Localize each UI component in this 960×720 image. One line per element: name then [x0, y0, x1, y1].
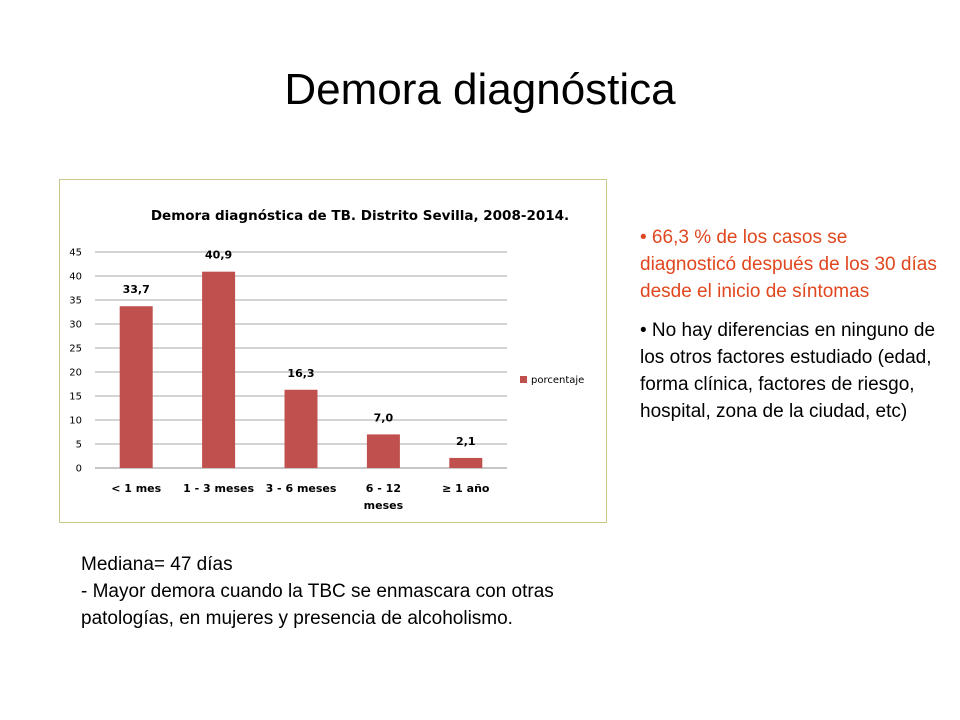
data-label: 7,0: [374, 411, 394, 424]
y-tick-label: 5: [76, 440, 82, 451]
data-label: 40,9: [205, 249, 232, 262]
y-tick-label: 30: [69, 320, 82, 331]
y-tick-label: 25: [69, 344, 82, 355]
x-tick-label: 6 - 12 meses: [364, 482, 404, 512]
bar: [366, 434, 400, 468]
y-tick-label: 10: [69, 416, 82, 427]
legend-label: porcentaje: [531, 375, 584, 386]
x-tick-label: ≥ 1 año: [442, 482, 490, 495]
y-tick-label: 20: [69, 368, 82, 379]
y-axis-ticks: 0 5 10 15 20 25 30 35 40 45: [69, 248, 82, 475]
y-tick-label: 45: [69, 248, 82, 259]
chart-bars: [119, 271, 483, 468]
bar: [449, 457, 483, 468]
legend-swatch: [520, 376, 527, 383]
chart-legend: porcentaje: [520, 375, 584, 386]
y-tick-label: 0: [76, 464, 82, 475]
y-tick-label: 15: [69, 392, 82, 403]
delay-note: - Mayor demora cuando la TBC se enmascar…: [81, 581, 554, 629]
data-label: 2,1: [456, 435, 476, 448]
data-label: 33,7: [123, 283, 150, 296]
x-tick-label: 3 - 6 meses: [266, 482, 337, 495]
data-label: 16,3: [287, 367, 314, 380]
chart-gridlines: [95, 251, 507, 469]
chart-frame: Demora diagnóstica de TB. Distrito Sevil…: [59, 179, 607, 523]
bar: [284, 389, 318, 468]
bar-chart: Demora diagnóstica de TB. Distrito Sevil…: [69, 208, 584, 512]
y-tick-label: 40: [69, 272, 82, 283]
chart-title: Demora diagnóstica de TB. Distrito Sevil…: [151, 208, 569, 224]
bullet-item-2: • No hay diferencias en ninguno de los o…: [640, 320, 936, 422]
notes-block: Mediana= 47 días - Mayor demora cuando l…: [81, 551, 601, 632]
bullet-list: • 66,3 % de los casos se diagnosticó des…: [640, 224, 940, 437]
x-tick-label: 1 - 3 meses: [183, 482, 254, 495]
x-tick-label: < 1 mes: [111, 482, 161, 495]
median-note: Mediana= 47 días: [81, 554, 233, 575]
x-axis-ticks: < 1 mes 1 - 3 meses 3 - 6 meses 6 - 12 meses…: [111, 482, 490, 512]
bar: [119, 306, 153, 468]
slide-title: Demora diagnóstica: [284, 65, 676, 114]
bar: [202, 271, 236, 468]
y-tick-label: 35: [69, 296, 82, 307]
data-labels: 33,7 40,9 16,3 7,0 2,1: [123, 249, 476, 448]
bullet-item-1: • 66,3 % de los casos se diagnosticó des…: [640, 227, 937, 302]
